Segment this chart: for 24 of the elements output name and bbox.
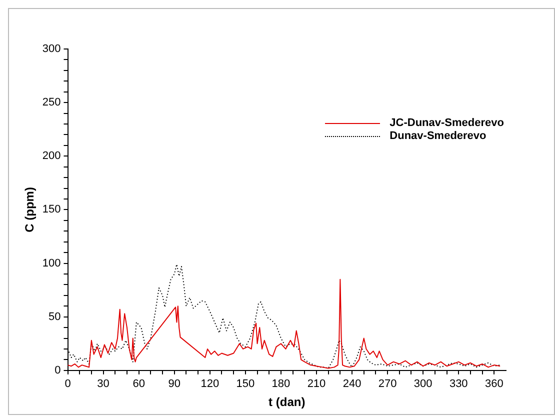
x-tick-label: 210	[307, 378, 326, 390]
y-tick-label: 200	[42, 150, 61, 162]
y-tick-label: 300	[42, 43, 61, 56]
x-axis-title: t (dan)	[268, 395, 306, 410]
y-tick-label: 150	[42, 204, 61, 216]
legend-label: Dunav-Smederevo	[390, 130, 486, 143]
legend-label: JC-Dunav-Smederevo	[390, 117, 504, 130]
x-tick-label: 120	[200, 378, 220, 390]
x-tick-label: 90	[168, 378, 180, 390]
x-tick-label: 240	[342, 378, 362, 390]
x-tick-label: 30	[97, 378, 110, 390]
y-axis-title: C (ppm)	[22, 187, 37, 232]
x-tick-label: 360	[484, 378, 504, 390]
x-tick-label: 330	[449, 378, 468, 390]
y-tick-label: 250	[42, 96, 61, 109]
y-tick-label: 50	[48, 310, 61, 323]
x-tick-label: 0	[64, 378, 71, 390]
y-tick-label: 100	[42, 257, 61, 270]
x-tick-label: 150	[236, 378, 255, 390]
y-tick-label: 0	[54, 364, 61, 376]
x-tick-label: 270	[378, 378, 397, 390]
x-tick-label: 60	[132, 378, 145, 390]
x-tick-label: 300	[414, 378, 432, 390]
x-tick-label: 180	[272, 378, 290, 390]
